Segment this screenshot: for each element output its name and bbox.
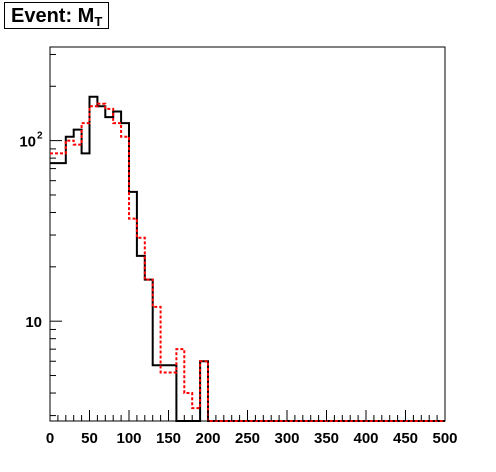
title-subscript: T: [94, 14, 103, 29]
x-tick-label: 400: [353, 430, 378, 447]
x-tick-label: 150: [156, 430, 181, 447]
series-dashed-line: [50, 102, 445, 422]
x-tick-label: 50: [81, 430, 98, 447]
tick-layer: [49, 53, 446, 421]
plot-frame: [49, 46, 446, 422]
x-tick-label: 350: [314, 430, 339, 447]
x-tick-label: 250: [235, 430, 260, 447]
x-tick-label: 500: [432, 430, 457, 447]
chart-title: Event: MT: [4, 2, 110, 29]
x-tick-label: 200: [195, 430, 220, 447]
x-tick-label: 300: [274, 430, 299, 447]
y-tick-exponent: 2: [37, 131, 43, 142]
series-solid-line: [50, 95, 445, 422]
x-tick-label: 450: [393, 430, 418, 447]
y-tick-label: 10: [19, 134, 36, 151]
x-tick-label: 100: [116, 430, 141, 447]
y-tick-label: 10: [25, 314, 42, 331]
x-tick-label: 0: [46, 430, 54, 447]
series-layer: [50, 95, 445, 422]
title-main: Event: M: [11, 5, 95, 27]
